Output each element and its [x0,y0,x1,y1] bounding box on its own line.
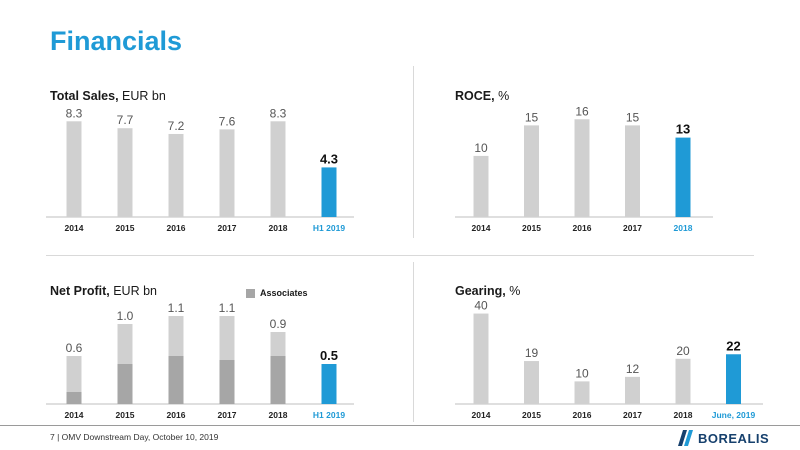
gearing-title: Gearing, % [455,284,520,298]
footer-divider [0,425,800,426]
gearing-tick-label-4: 2018 [674,410,693,420]
total-sales-title-unit: EUR bn [118,89,166,103]
net-profit-tick-label-3: 2017 [218,410,237,420]
gearing-value-label-4: 20 [676,344,690,358]
gearing-bar-3 [625,376,640,404]
gearing-value-label-0: 40 [474,299,488,313]
total-sales-value-label-1: 7.7 [117,113,134,127]
net-profit-value-label-0: 0.6 [66,341,83,355]
total-sales-bar-4 [270,121,286,217]
total-sales-value-label-2: 7.2 [168,119,185,133]
roce-bar-4 [675,137,691,217]
gearing-bar-0 [473,313,489,404]
associates-legend-swatch [246,288,255,298]
net-profit-tick-label-5: H1 2019 [313,410,345,420]
total-sales-tick-label-2: 2016 [167,223,186,233]
gearing-value-label-1: 19 [525,346,539,360]
vertical-divider-top [413,66,414,238]
net-profit-title-unit: EUR bn [109,284,157,298]
roce-value-label-0: 10 [474,141,488,155]
roce-bar-1 [524,125,539,217]
roce-value-label-1: 15 [525,110,539,124]
total-sales-bar-5 [321,167,337,217]
net-profit-associates-bar-0 [66,392,82,404]
total-sales-bar-1 [117,128,133,217]
gearing-tick-label-0: 2014 [472,410,491,420]
gearing-bar-2 [574,381,590,404]
gearing-value-label-3: 12 [626,362,640,376]
roce-bar-2 [574,119,590,217]
total-sales-bar-0 [66,121,82,217]
roce-value-label-3: 15 [626,110,640,124]
net-profit-tick-label-2: 2016 [167,410,186,420]
net-profit-title-bold: Net Profit, [50,284,110,298]
gearing-tick-label-2: 2016 [573,410,592,420]
net-profit-tick-label-0: 2014 [65,410,84,420]
gearing-value-label-2: 10 [575,366,589,380]
roce-title-unit: % [494,89,510,103]
roce-value-label-4: 13 [676,122,690,137]
net-profit-title: Net Profit, EUR bn [50,284,157,298]
horizontal-divider [46,255,754,256]
roce-tick-label-0: 2014 [472,223,491,233]
net-profit-value-label-2: 1.1 [168,301,185,315]
roce-tick-label-3: 2017 [623,223,642,233]
net-profit-associates-bar-1 [117,364,133,404]
gearing-bar-5 [726,354,741,404]
net-profit-tick-label-1: 2015 [116,410,135,420]
gearing-tick-label-3: 2017 [623,410,642,420]
net-profit-chart: 0.6 2014 1.0 2015 1.1 2016 1.1 2017 0.9 2018 0.5 H1… [46,301,354,420]
net-profit-tick-label-4: 2018 [269,410,288,420]
gearing-value-label-5: 22 [726,338,740,353]
vertical-divider-bottom [413,262,414,422]
roce-tick-label-1: 2015 [522,223,541,233]
gearing-tick-label-5: June, 2019 [712,410,756,420]
net-profit-associates-bar-4 [270,356,286,404]
total-sales-title: Total Sales, EUR bn [50,89,166,103]
total-sales-bar-2 [168,133,184,217]
borealis-logo-text: BOREALIS [698,430,770,446]
total-sales-bar-3 [219,129,235,217]
roce-title: ROCE, % [455,89,509,103]
total-sales-tick-label-0: 2014 [65,223,84,233]
total-sales-title-bold: Total Sales, [50,89,119,103]
net-profit-value-label-5: 0.5 [320,348,338,363]
net-profit-value-label-3: 1.1 [219,301,236,315]
roce-tick-label-2: 2016 [573,223,592,233]
borealis-logo-icon [678,430,693,446]
total-sales-value-label-4: 8.3 [270,106,287,120]
roce-bar-3 [625,125,640,217]
roce-title-bold: ROCE, [455,89,495,103]
net-profit-value-label-4: 0.9 [270,317,287,331]
roce-tick-label-4: 2018 [674,223,693,233]
gearing-chart: 40 2014 19 2015 10 2016 12 2017 20 2018 22 June, 20… [455,299,763,420]
net-profit-bar-5 [321,364,337,404]
total-sales-tick-label-3: 2017 [218,223,237,233]
roce-chart: 10 2014 15 2015 16 2016 15 2017 13 2018 [455,104,713,233]
total-sales-value-label-0: 8.3 [66,106,83,120]
total-sales-tick-label-1: 2015 [116,223,135,233]
roce-bar-0 [473,155,489,217]
gearing-bar-1 [524,361,539,404]
borealis-logo: BOREALIS [678,430,769,446]
gearing-tick-label-1: 2015 [522,410,541,420]
gearing-title-bold: Gearing, [455,284,506,298]
total-sales-tick-label-4: 2018 [269,223,288,233]
total-sales-tick-label-5: H1 2019 [313,223,345,233]
net-profit-associates-bar-3 [219,360,235,404]
net-profit-value-label-1: 1.0 [117,309,134,323]
associates-legend-label: Associates [260,288,308,298]
gearing-bar-4 [675,358,691,404]
total-sales-value-label-5: 4.3 [320,151,338,166]
associates-legend: Associates [246,288,308,298]
roce-value-label-2: 16 [575,104,589,118]
page-title: Financials [50,26,183,56]
total-sales-value-label-3: 7.6 [219,114,236,128]
gearing-title-unit: % [505,284,521,298]
total-sales-chart: 8.3 2014 7.7 2015 7.2 2016 7.6 2017 8.3 2018 4.3 H1… [46,106,354,233]
footer-text: 7 | OMV Downstream Day, October 10, 2019 [50,432,219,442]
net-profit-associates-bar-2 [168,356,184,404]
